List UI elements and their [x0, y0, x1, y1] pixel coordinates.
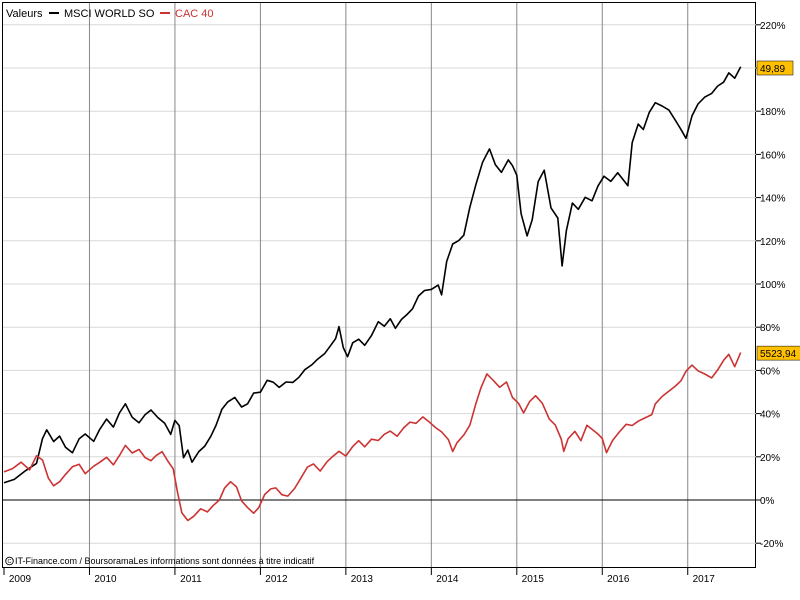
last-value-badges: 49,89 5523,94 — [756, 60, 800, 361]
y-tick-label: 100% — [760, 280, 786, 291]
x-tick-label: 2011 — [180, 574, 202, 585]
plot-frame — [2, 2, 756, 568]
y-axis: -20%0%20%40%60%80%100%120%140%160%180%20… — [756, 21, 786, 550]
legend-item-msci: MSCI WORLD SO — [64, 8, 155, 20]
x-tick-label: 2014 — [436, 574, 459, 585]
x-tick-label: 2009 — [9, 574, 32, 585]
y-tick-label: -20% — [760, 539, 783, 550]
series-line-cac-40 — [3, 352, 742, 522]
last-value-label: 5523,94 — [760, 349, 797, 360]
y-tick-label: 140% — [760, 194, 786, 205]
x-tick-label: 2017 — [693, 574, 716, 585]
last-value-label: 49,89 — [760, 64, 785, 75]
grid — [3, 3, 756, 567]
copyright-icon — [5, 556, 14, 566]
y-tick-label: 80% — [760, 323, 780, 334]
x-tick-label: 2012 — [265, 574, 288, 585]
y-tick-label: 40% — [760, 410, 780, 421]
y-tick-label: 180% — [760, 107, 786, 118]
y-tick-label: 60% — [760, 366, 780, 377]
x-axis: 2009 2010 2011 2012 2013 2014 2015 2016 2017 — [3, 567, 716, 585]
y-tick-label: 20% — [760, 453, 780, 464]
x-tick-label: 2010 — [94, 574, 117, 585]
footer: C IT-Finance.com / BoursoramaLes informa… — [5, 556, 315, 566]
y-tick-label: 220% — [760, 21, 786, 32]
x-tick-label: 2015 — [522, 574, 545, 585]
legend-title: Valeurs — [6, 8, 43, 20]
x-tick-label: 2013 — [351, 574, 374, 585]
x-tick-label: 2016 — [607, 574, 630, 585]
last-value-badge — [756, 60, 794, 76]
y-tick-label: 120% — [760, 237, 786, 248]
legend: Valeurs MSCI WORLD SO CAC 40 — [6, 8, 214, 20]
series-line-msci-world-so — [3, 66, 742, 484]
copyright-icon: C — [8, 559, 12, 565]
footer-text: IT-Finance.com / BoursoramaLes informati… — [15, 556, 315, 566]
legend-item-cac40: CAC 40 — [175, 8, 214, 20]
y-tick-label: 0% — [760, 496, 775, 507]
series-layer — [3, 66, 742, 522]
y-tick-label: 160% — [760, 150, 786, 161]
last-value-badge — [756, 345, 800, 361]
